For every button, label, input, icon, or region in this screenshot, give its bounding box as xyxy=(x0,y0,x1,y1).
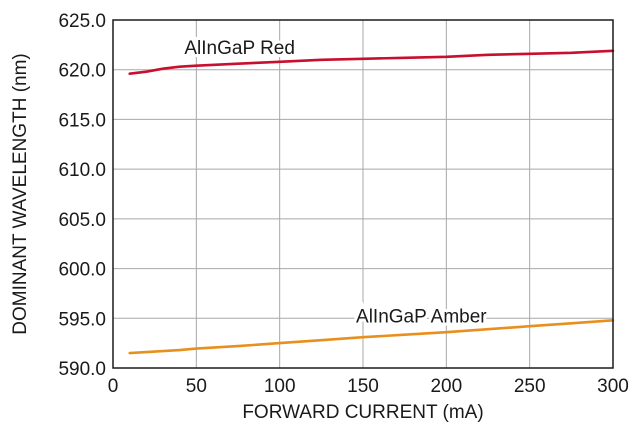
series-line-amber xyxy=(128,318,615,355)
y-tick-label: 615.0 xyxy=(58,110,106,131)
y-tick-label: 590.0 xyxy=(58,359,106,380)
y-tick-label: 610.0 xyxy=(58,160,106,181)
tick-layer: 0 50 100 150 200 250 300 590.0 595.0 600.0 605.0 61… xyxy=(58,11,628,397)
x-tick-label: 300 xyxy=(597,376,629,397)
y-tick-label: 600.0 xyxy=(58,260,106,281)
x-tick-label: 100 xyxy=(264,376,296,397)
series-label-amber: AlInGaP Amber xyxy=(356,306,487,327)
grid-layer xyxy=(113,20,613,368)
plot-frame xyxy=(112,19,614,369)
y-tick-label: 620.0 xyxy=(58,61,106,82)
x-axis-title: FORWARD CURRENT (mA) xyxy=(242,402,483,423)
series-layer xyxy=(128,49,615,355)
x-tick-label: 50 xyxy=(186,376,207,397)
series-line-red xyxy=(128,49,615,75)
y-tick-label: 595.0 xyxy=(58,309,106,330)
series-label-red: AlInGaP Red xyxy=(184,38,295,59)
y-axis-title: DOMINANT WAVELENGTH (nm) xyxy=(10,53,31,335)
x-tick-label: 0 xyxy=(108,376,119,397)
x-tick-label: 200 xyxy=(430,376,462,397)
y-tick-label: 625.0 xyxy=(58,11,106,32)
x-tick-label: 250 xyxy=(514,376,546,397)
x-tick-label: 150 xyxy=(347,376,379,397)
y-tick-label: 605.0 xyxy=(58,210,106,231)
